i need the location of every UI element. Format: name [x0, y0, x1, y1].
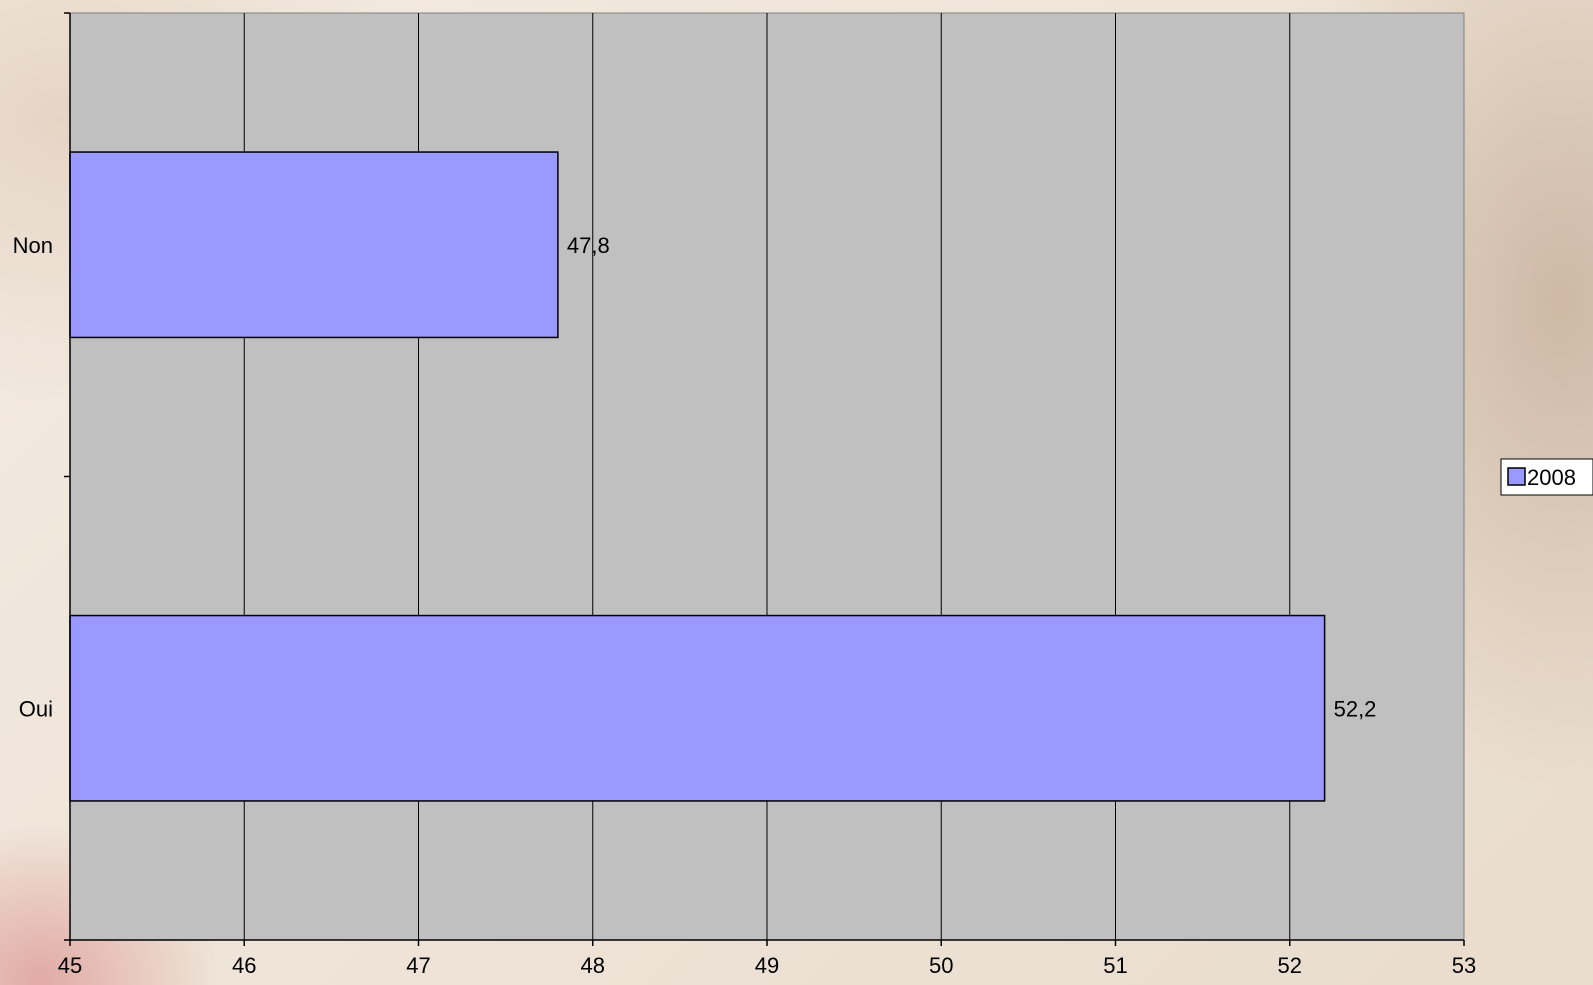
x-tick-label-46: 46: [232, 953, 256, 978]
bar-oui: [69, 614, 1326, 802]
x-tick-label-51: 51: [1103, 953, 1127, 978]
x-tick-label-47: 47: [406, 953, 430, 978]
x-tick-labels: 45 46 47 48 49 50 51 52 53: [58, 953, 1476, 978]
bars: [69, 151, 1326, 802]
x-tick-label-53: 53: [1452, 953, 1476, 978]
x-tick-label-50: 50: [929, 953, 953, 978]
data-labels: 47,8 52,2: [567, 233, 1377, 722]
category-label-non: Non: [13, 233, 53, 258]
x-tick-label-52: 52: [1278, 953, 1302, 978]
bar-non: [69, 151, 559, 339]
x-tick-label-49: 49: [755, 953, 779, 978]
category-labels: Non Oui: [13, 233, 53, 722]
data-label-non: 47,8: [567, 233, 610, 258]
x-tick-label-48: 48: [581, 953, 605, 978]
legend: 2008: [1500, 458, 1593, 496]
category-label-oui: Oui: [19, 696, 53, 721]
x-tick-label-45: 45: [58, 953, 82, 978]
data-label-oui: 52,2: [1334, 696, 1377, 721]
legend-swatch: [1507, 467, 1526, 486]
legend-label: 2008: [1527, 465, 1576, 490]
axes: [64, 12, 1465, 946]
